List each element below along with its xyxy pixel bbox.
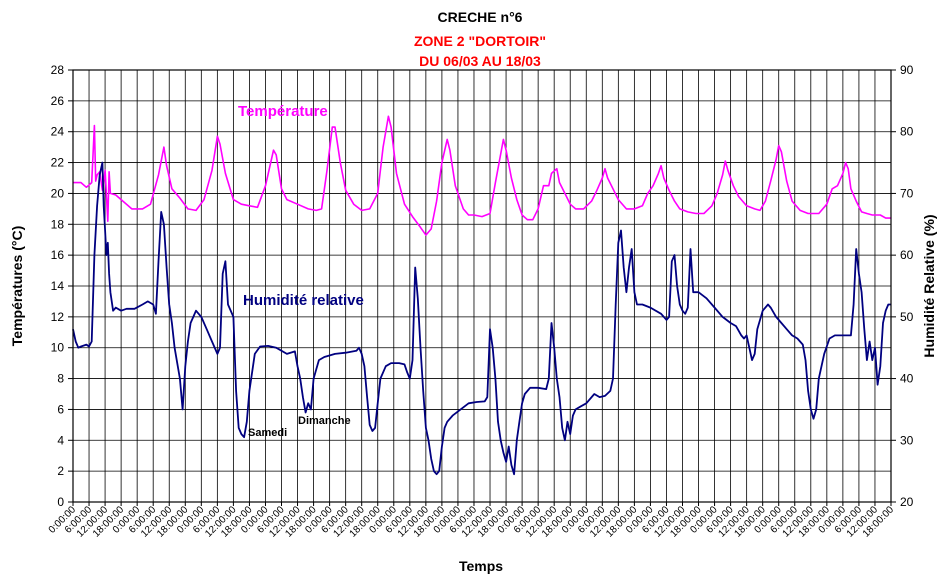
y-left-tick-label: 18 <box>51 217 65 231</box>
y-left-tick-label: 26 <box>51 94 65 108</box>
chart-title: CRECHE n°6 <box>438 9 523 25</box>
temperature-series-line <box>73 115 891 236</box>
grid <box>72 69 892 503</box>
y-right-tick-label: 70 <box>900 186 914 200</box>
y-left-tick-label: 2 <box>57 464 64 478</box>
samedi-annotation: Samedi <box>248 427 287 439</box>
y-left-tick-label: 22 <box>51 156 65 170</box>
y-right-tick-label: 60 <box>900 248 914 262</box>
x-axis-ticks: 0:00:006:00:0012:00:0018:00:000:00:006:0… <box>47 502 896 540</box>
dimanche-annotation: Dimanche <box>298 415 351 427</box>
humidity-series-label: Humidité relative <box>243 292 364 309</box>
y-left-tick-label: 12 <box>51 310 65 324</box>
chart-subtitle-zone: ZONE 2 "DORTOIR" <box>414 33 546 49</box>
y-axis-left-label: Températures (°C) <box>9 226 25 346</box>
y-right-tick-label: 20 <box>900 495 914 509</box>
y-right-tick-label: 80 <box>900 125 914 139</box>
series <box>72 115 891 476</box>
chart-subtitle-dates: DU 06/03 AU 18/03 <box>419 53 541 69</box>
y-right-tick-label: 50 <box>900 310 914 324</box>
y-left-tick-label: 16 <box>51 248 65 262</box>
y-left-tick-label: 10 <box>51 341 65 355</box>
y-left-tick-label: 28 <box>51 63 65 77</box>
y-left-tick-label: 0 <box>57 495 64 509</box>
y-right-tick-label: 30 <box>900 433 914 447</box>
x-axis-label: Temps <box>459 558 503 574</box>
y-right-tick-label: 90 <box>900 63 914 77</box>
y-left-tick-label: 4 <box>57 433 64 447</box>
y-left-tick-label: 6 <box>57 402 64 416</box>
y-left-tick-label: 20 <box>51 186 65 200</box>
y-axis-right-ticks: 20 30 40 50 60 70 80 90 <box>891 63 914 509</box>
plot-frame <box>72 69 892 503</box>
humidity-series-line <box>72 161 891 476</box>
y-left-tick-label: 24 <box>51 125 65 139</box>
temperature-series-label: Température <box>238 103 328 120</box>
y-left-tick-label: 8 <box>57 372 64 386</box>
y-axis-right-label: Humidité Relative (%) <box>921 214 937 357</box>
y-right-tick-label: 40 <box>900 372 914 386</box>
y-left-tick-label: 14 <box>51 279 65 293</box>
